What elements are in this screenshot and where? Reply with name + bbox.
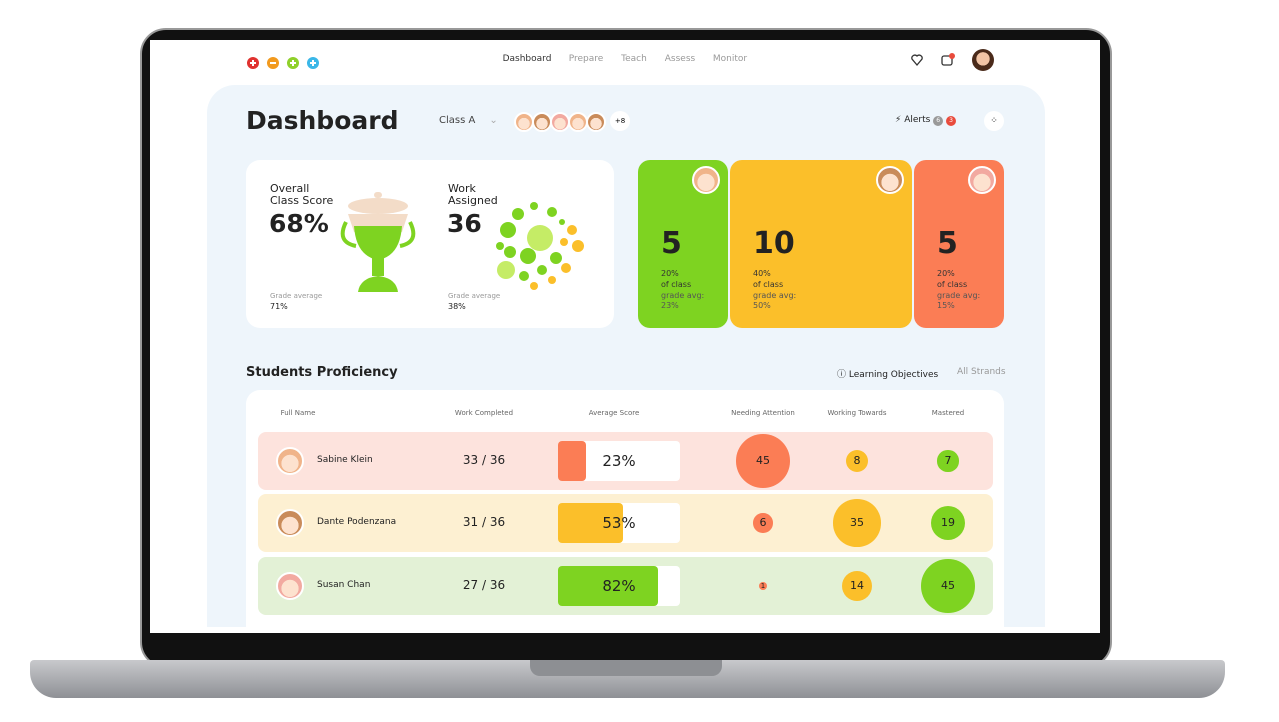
more-count: +8 [614,117,626,125]
circle-value: 1 [760,582,766,590]
avatar [276,447,304,475]
student-name: Sabine Klein [317,455,373,465]
score-bar [558,503,623,543]
column-header[interactable]: Work Completed [454,409,514,417]
score-circle: 6 [753,513,773,533]
work-completed: 31 / 36 [462,515,506,529]
group-share-label: of class [937,280,968,289]
score-circle: 14 [842,571,872,601]
score-label: 82% [602,577,636,595]
circle-value: 7 [944,454,952,468]
score-bar [558,441,587,481]
user-avatar[interactable] [972,49,994,71]
avatar [276,572,304,600]
avatar [532,112,552,132]
work-sub-value: 38% [448,302,466,311]
score-circle: 45 [736,434,790,488]
overall-value: 68% [269,209,329,238]
more-students[interactable]: +8 [610,111,630,131]
grid-button[interactable]: ⁘ [984,111,1004,131]
column-header[interactable]: Mastered [931,409,965,417]
trophy-icon [340,192,416,292]
overall-sub-value: 71% [270,302,288,311]
work-sub-label: Grade average [448,292,501,300]
student-name: Susan Chan [317,580,371,590]
group-share-label: of class [753,280,784,289]
circle-value: 45 [755,454,770,468]
score-circle: 35 [833,499,881,547]
avatar [586,112,606,132]
avatar [692,166,720,194]
filter-label[interactable]: Learning Objectives [848,370,939,380]
overall-label: Overall Class Score [270,182,334,207]
page-title: Dashboard [246,106,399,135]
work-completed: 27 / 36 [462,578,506,592]
alerts[interactable]: ⚡ Alerts 6 3 [895,115,957,126]
group-avg: 50% [753,301,771,310]
nav-icons[interactable] [910,53,960,67]
group-avg-label: grade avg: [753,291,797,300]
avatar [568,112,588,132]
group-count: 5 [661,226,682,261]
avatar [968,166,996,194]
filter-tab[interactable]: ⓘ Learning Objectives [837,370,939,380]
group-share: 20% [661,269,679,278]
score-circle: 7 [937,450,959,472]
class-selector[interactable]: Class A ⌄ [439,115,498,126]
column-header[interactable]: Needing Attention [731,409,795,417]
score-circle: 8 [845,449,869,473]
student-name: Dante Podenzana [317,517,397,527]
column-header[interactable]: Average Score [588,409,640,417]
avatar [514,112,534,132]
score-circle: 19 [930,505,966,541]
nav-item[interactable]: Prepare [568,54,604,64]
alert-badge: 6 [933,116,944,126]
score-label: 23% [602,452,636,470]
bubble-cluster [496,202,584,290]
avatar [550,112,570,132]
section-title: Students Proficiency [246,365,398,380]
score-circle: 1 [759,582,767,590]
group-avg: 23% [661,301,679,310]
score-label: 53% [602,514,636,532]
avatar [276,509,304,537]
work-label: Work Assigned [448,182,498,207]
circle-value: 8 [853,454,861,468]
work-completed: 33 / 36 [462,453,506,467]
nav-item[interactable]: Monitor [712,54,748,64]
circle-value: 14 [849,579,864,593]
score-circle: 45 [921,559,975,613]
avatar [876,166,904,194]
nav-item[interactable]: Assess [664,54,696,64]
group-count: 5 [937,226,958,261]
circle-value: 19 [940,516,955,530]
filter-tab[interactable]: All Strands [957,367,1006,377]
alert-badge: 3 [946,116,957,126]
overall-sub-label: Grade average [270,292,323,300]
work-value: 36 [447,209,482,238]
class-name[interactable]: Class A [439,115,476,126]
logo-icons [247,57,319,69]
group-avg: 15% [937,301,955,310]
circle-value: 6 [759,516,767,530]
score-bar [558,566,659,606]
group-avg-label: grade avg: [937,291,981,300]
group-count: 10 [753,226,795,261]
nav-item[interactable]: Dashboard [502,54,552,64]
logo [247,54,323,69]
column-header[interactable]: Working Towards [827,409,887,417]
nav-item[interactable]: Teach [621,54,647,64]
circle-value: 35 [849,516,864,530]
group-avg-label: grade avg: [661,291,705,300]
column-header[interactable]: Full Name [280,409,316,417]
group-share: 40% [753,269,771,278]
circle-value: 45 [940,579,955,593]
laptop-notch [530,660,722,676]
group-share-label: of class [661,280,692,289]
alerts-label: Alerts [904,115,931,125]
summary-card [246,160,614,328]
group-share: 20% [937,269,955,278]
